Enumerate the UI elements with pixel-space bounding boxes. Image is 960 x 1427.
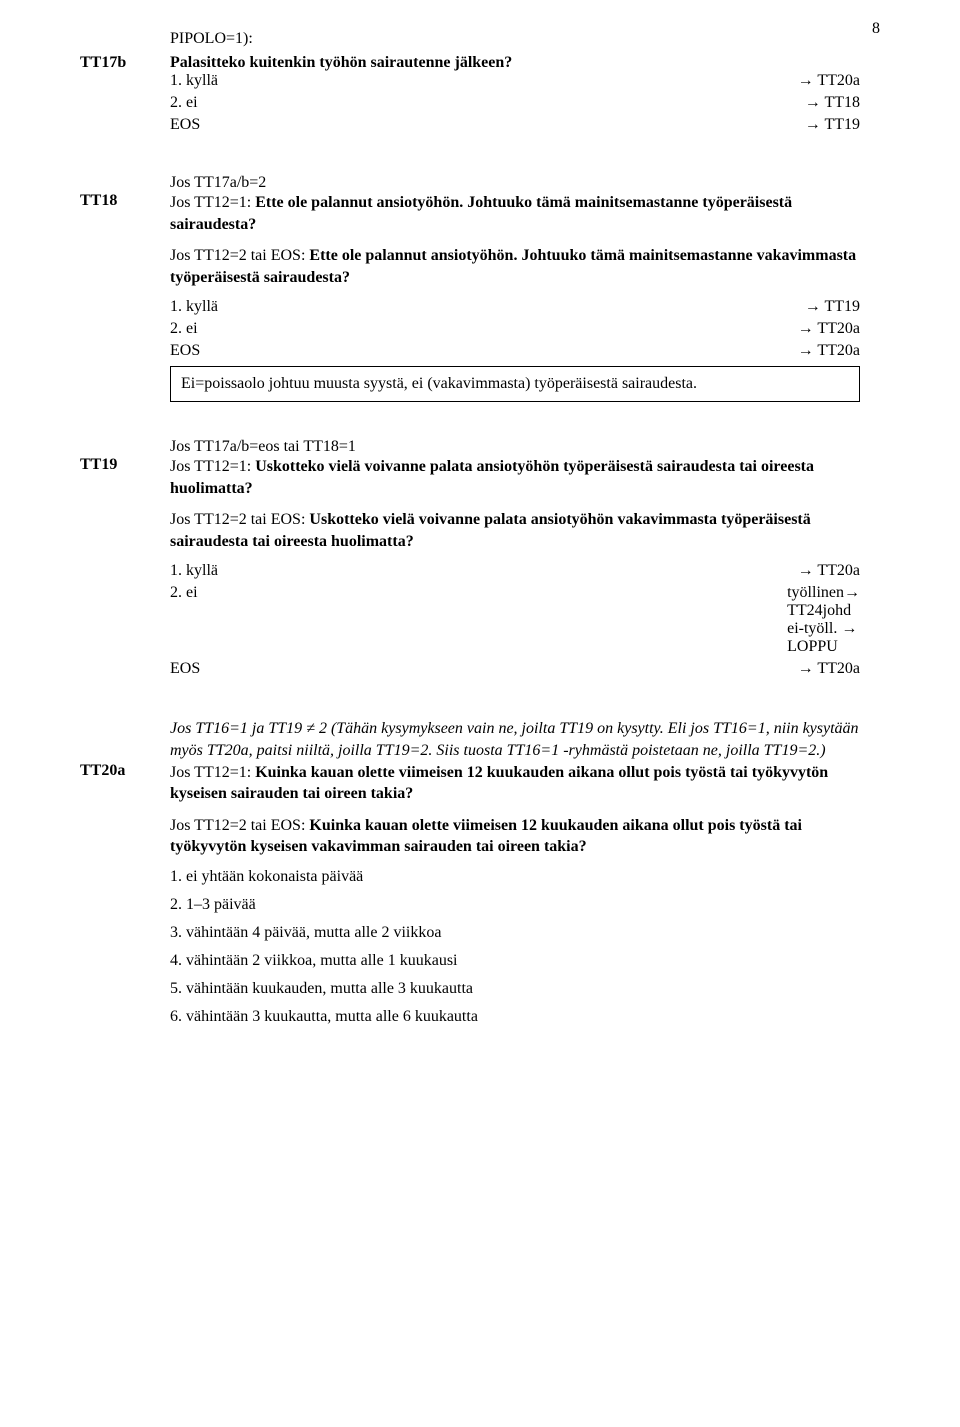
tt20a-opt5: 5. vähintään kuukauden, mutta alle 3 kuu… — [170, 980, 860, 998]
tt19-q1b: Uskotteko vielä voivanne palata ansiotyö… — [170, 458, 814, 497]
tt17b-body: Palasitteko kuitenkin työhön sairautenne… — [170, 54, 880, 138]
tt17b-goto1: → TT20a — [778, 72, 860, 90]
tt19-cond: Jos TT17a/b=eos tai TT18=1 — [170, 438, 880, 456]
tt20a-opt6: 6. vähintään 3 kuukautta, mutta alle 6 k… — [170, 1008, 860, 1026]
tt20a-row: TT20a Jos TT12=1: Kuinka kauan olette vi… — [80, 762, 880, 1026]
tt17b-code: TT17b — [80, 54, 170, 72]
tt19-body: Jos TT12=1: Uskotteko vielä voivanne pal… — [170, 456, 880, 682]
tt18-q2: Jos TT12=2 tai EOS: Ette ole palannut an… — [170, 245, 860, 288]
tt19-goto2d: LOPPU — [787, 638, 860, 656]
tt18-opt1: 1. kyllä — [170, 298, 785, 316]
tt18-code: TT18 — [80, 192, 170, 210]
tt18-opt3: EOS — [170, 342, 778, 360]
tt20a-q2: Jos TT12=2 tai EOS: Kuinka kauan olette … — [170, 815, 860, 858]
tt18-row: TT18 Jos TT12=1: Ette ole palannut ansio… — [80, 192, 880, 402]
tt18-body: Jos TT12=1: Ette ole palannut ansiotyöhö… — [170, 192, 880, 402]
tt18-cond: Jos TT17a/b=2 — [170, 174, 880, 192]
tt17b-goto2: → TT18 — [785, 94, 860, 112]
tt19-goto2b: TT24johd — [787, 602, 860, 620]
tt19-row: TT19 Jos TT12=1: Uskotteko vielä voivann… — [80, 456, 880, 682]
tt18-goto2: → TT20a — [778, 320, 860, 338]
tt20a-q1a: Jos TT12=1: — [170, 764, 255, 781]
tt20a-opt2: 2. 1–3 päivää — [170, 896, 860, 914]
tt19-goto2c: ei-työll. → — [787, 620, 860, 638]
tt17b-opt2: 2. ei — [170, 94, 785, 112]
tt19-goto3: → TT20a — [778, 660, 860, 678]
tt20a-opt1: 1. ei yhtään kokonaista päivää — [170, 868, 860, 886]
tt19-q1a: Jos TT12=1: — [170, 458, 255, 475]
tt19-q2a: Jos TT12=2 tai EOS: — [170, 511, 309, 528]
tt19-q2: Jos TT12=2 tai EOS: Uskotteko vielä voiv… — [170, 509, 860, 552]
tt20a-opt4: 4. vähintään 2 viikkoa, mutta alle 1 kuu… — [170, 952, 860, 970]
tt19-q1: Jos TT12=1: Uskotteko vielä voivanne pal… — [170, 456, 860, 499]
tt17b-preline: PIPOLO=1): — [170, 30, 880, 48]
tt17b-preline-row: PIPOLO=1): — [80, 30, 880, 48]
tt18-q2a: Jos TT12=2 tai EOS: — [170, 247, 309, 264]
tt20a-q1b: Kuinka kauan olette viimeisen 12 kuukaud… — [170, 764, 828, 803]
tt18-goto1: → TT19 — [785, 298, 860, 316]
page-number: 8 — [872, 20, 880, 38]
tt17b-question: Palasitteko kuitenkin työhön sairautenne… — [170, 54, 860, 72]
tt19-opt1: 1. kyllä — [170, 562, 778, 580]
page-container: 8 PIPOLO=1): TT17b Palasitteko kuitenkin… — [0, 0, 960, 1427]
tt18-q1a: Jos TT12=1: — [170, 194, 255, 211]
tt19-opt2: 2. ei — [170, 584, 767, 656]
tt17b-opt3: EOS — [170, 116, 785, 134]
tt17b-goto3: → TT19 — [785, 116, 860, 134]
tt19-goto1: → TT20a — [778, 562, 860, 580]
tt20a-body: Jos TT12=1: Kuinka kauan olette viimeise… — [170, 762, 880, 1026]
tt18-q1b: Ette ole palannut ansiotyöhön. Johtuuko … — [170, 194, 792, 233]
tt20a-cond: Jos TT16=1 ja TT19 ≠ 2 (Tähän kysymyksee… — [170, 718, 880, 761]
tt19-goto2a: työllinen→ — [787, 584, 860, 602]
tt20a-q1: Jos TT12=1: Kuinka kauan olette viimeise… — [170, 762, 860, 805]
tt18-goto3: → TT20a — [778, 342, 860, 360]
tt17b-opt1: 1. kyllä — [170, 72, 778, 90]
tt17b-row: TT17b Palasitteko kuitenkin työhön saira… — [80, 54, 880, 138]
tt18-q1: Jos TT12=1: Ette ole palannut ansiotyöhö… — [170, 192, 860, 235]
tt19-code: TT19 — [80, 456, 170, 474]
tt18-note-box: Ei=poissaolo johtuu muusta syystä, ei (v… — [170, 366, 860, 402]
tt19-opt3: EOS — [170, 660, 778, 678]
tt20a-code: TT20a — [80, 762, 170, 780]
tt20a-opt3: 3. vähintään 4 päivää, mutta alle 2 viik… — [170, 924, 860, 942]
tt20a-q2a: Jos TT12=2 tai EOS: — [170, 817, 309, 834]
tt18-opt2: 2. ei — [170, 320, 778, 338]
